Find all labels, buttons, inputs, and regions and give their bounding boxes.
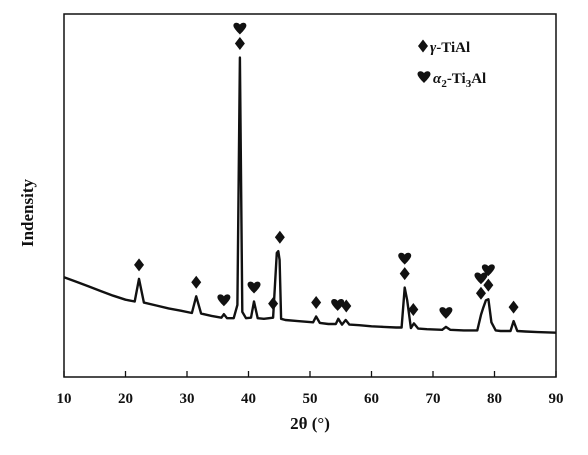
peak-markers	[134, 22, 519, 319]
heart-marker-icon	[233, 22, 247, 35]
x-tick-label: 50	[303, 391, 318, 407]
x-tick-label: 40	[241, 391, 256, 407]
heart-marker-icon	[439, 307, 453, 319]
x-axis: 10 20 30 40 50 60 70 80 90	[57, 371, 564, 407]
series-layer	[63, 56, 557, 334]
x-axis-title: 2θ (°)	[290, 414, 330, 433]
legend-label-alpha2-ti3al: α2-Ti3Al	[433, 71, 486, 90]
diamond-marker-icon	[508, 300, 519, 314]
x-tick-label: 30	[180, 391, 195, 407]
legend: γ-TiAl α2-Ti3Al	[417, 39, 486, 90]
legend-heart-icon	[417, 71, 431, 83]
heart-marker-icon	[217, 294, 231, 307]
legend-heart-icon	[417, 71, 431, 83]
heart-marker-icon	[474, 272, 488, 285]
x-tick-label: 20	[118, 391, 133, 407]
heart-marker-icon	[481, 264, 495, 277]
diamond-marker-icon	[483, 278, 494, 292]
y-axis-title: Indensity	[18, 178, 37, 247]
diamond-marker-icon	[399, 267, 410, 281]
x-tick-label: 10	[57, 391, 72, 407]
heart-marker-icon	[247, 281, 261, 294]
diamond-marker-icon	[134, 258, 145, 272]
legend-diamond-icon	[418, 39, 428, 53]
heart-marker-icon	[398, 252, 412, 265]
diamond-marker-icon	[234, 37, 245, 51]
x-tick-label: 70	[426, 391, 441, 407]
diamond-marker-icon	[274, 230, 285, 244]
heart-marker-icon	[331, 299, 345, 311]
diamond-marker-icon	[475, 286, 486, 300]
legend-diamond-icon	[418, 39, 428, 53]
diamond-marker-icon	[408, 302, 419, 316]
legend-label-gamma-tial: γ-TiAl	[430, 40, 470, 56]
diamond-marker-icon	[311, 296, 322, 310]
diamond-marker-icon	[191, 275, 202, 289]
diamond-marker-icon	[341, 299, 352, 313]
x-tick-label: 80	[487, 391, 502, 407]
diamond-marker-icon	[268, 297, 279, 311]
x-tick-label: 90	[549, 391, 564, 407]
x-tick-label: 60	[364, 391, 379, 407]
xrd-pattern-line	[63, 56, 557, 334]
